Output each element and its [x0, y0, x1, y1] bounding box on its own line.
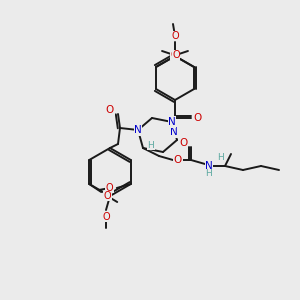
Text: N: N [168, 117, 176, 127]
Text: O: O [106, 105, 114, 115]
Text: H: H [218, 154, 224, 163]
Text: N: N [134, 125, 142, 135]
Text: O: O [171, 31, 179, 41]
Text: O: O [102, 212, 110, 222]
Text: O: O [179, 138, 187, 148]
Text: O: O [174, 155, 182, 165]
Text: O: O [103, 191, 111, 201]
Text: O: O [193, 113, 201, 123]
Text: O: O [106, 183, 114, 193]
Text: O: O [172, 50, 180, 60]
Text: N: N [205, 161, 213, 171]
Text: H: H [148, 140, 154, 149]
Text: O: O [170, 50, 178, 60]
Text: H: H [206, 169, 212, 178]
Text: N: N [170, 127, 178, 137]
